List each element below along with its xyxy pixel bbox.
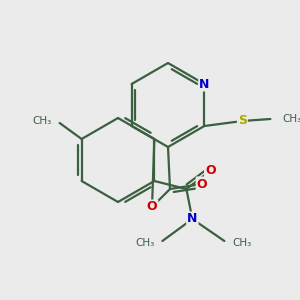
Text: O: O (147, 200, 157, 214)
Text: CH₃: CH₃ (32, 116, 52, 126)
Text: O: O (205, 164, 216, 178)
Text: O: O (197, 178, 207, 190)
Text: CH₃: CH₃ (135, 238, 154, 248)
Text: CH₃: CH₃ (232, 238, 252, 248)
Text: N: N (199, 77, 210, 91)
Text: CH₃: CH₃ (282, 114, 300, 124)
Text: S: S (238, 115, 247, 128)
Text: N: N (187, 212, 198, 226)
